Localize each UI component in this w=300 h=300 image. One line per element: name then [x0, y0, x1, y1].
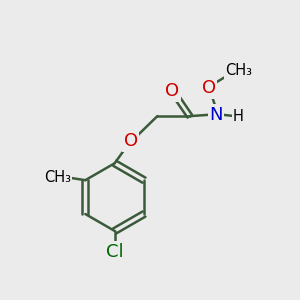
- Text: O: O: [165, 82, 179, 100]
- Text: O: O: [202, 79, 216, 97]
- Text: CH₃: CH₃: [44, 170, 71, 185]
- Text: H: H: [233, 109, 244, 124]
- Text: Cl: Cl: [106, 243, 124, 261]
- Text: CH₃: CH₃: [225, 63, 252, 78]
- Text: N: N: [209, 106, 223, 124]
- Text: O: O: [124, 132, 138, 150]
